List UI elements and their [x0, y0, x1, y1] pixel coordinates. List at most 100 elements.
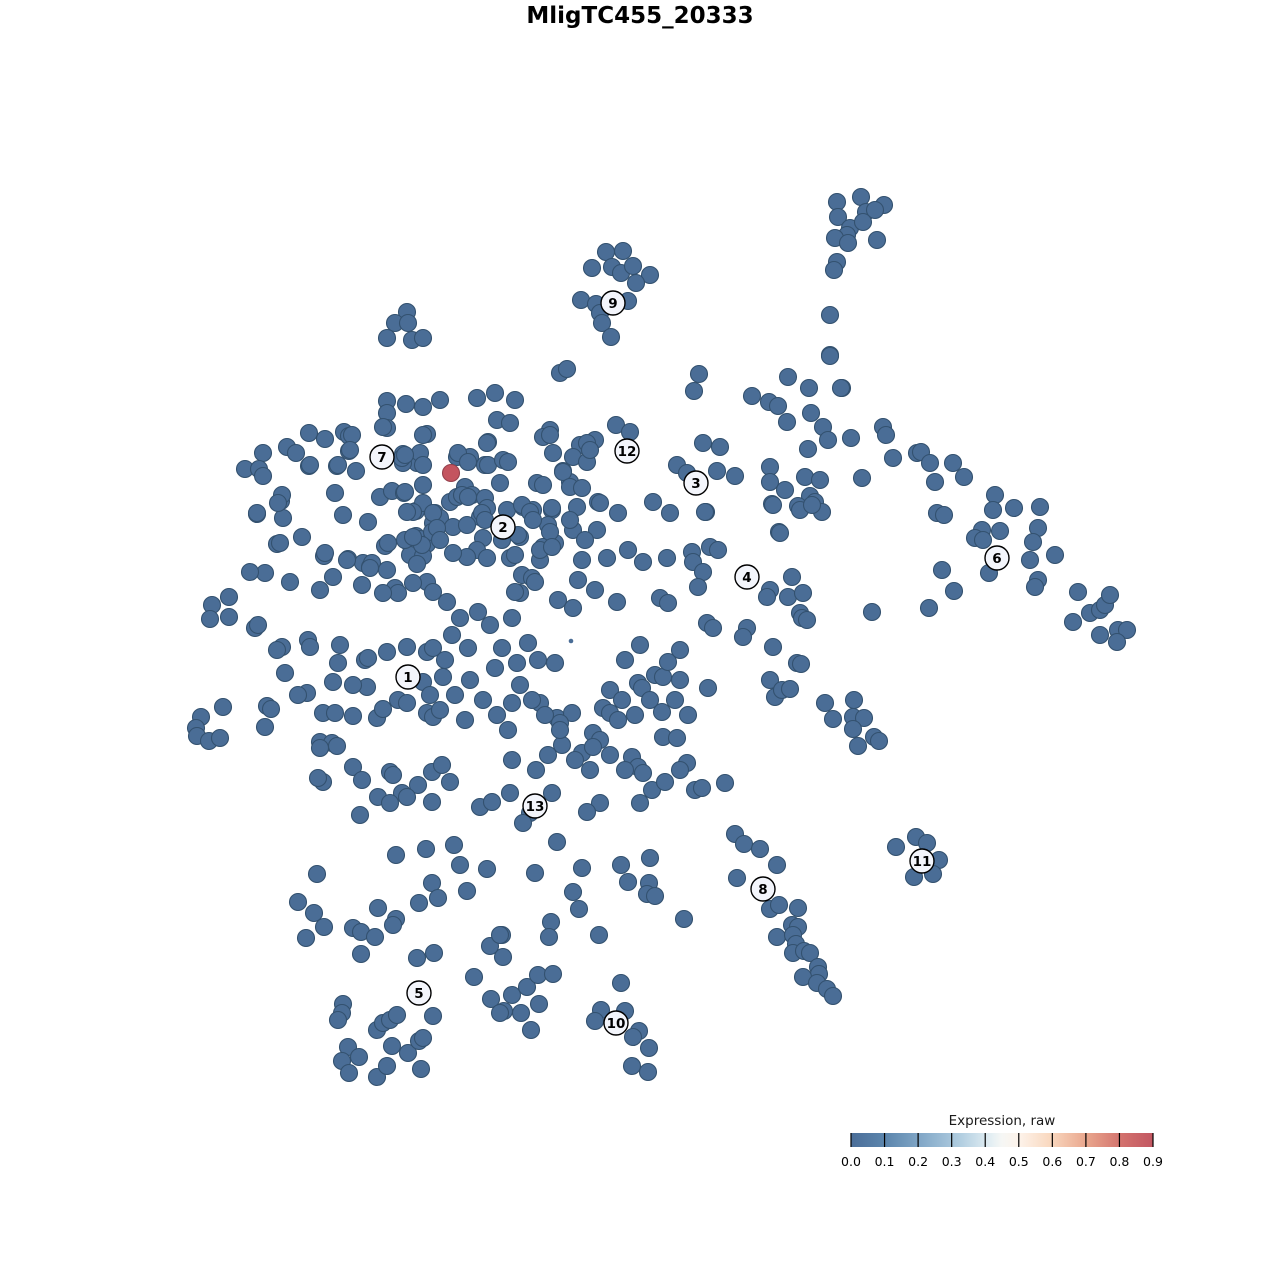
data-point — [575, 530, 595, 550]
data-point — [526, 760, 546, 780]
data-point — [457, 515, 477, 535]
data-point — [440, 772, 460, 792]
data-point — [464, 967, 484, 987]
data-point — [261, 699, 281, 719]
data-point — [352, 575, 372, 595]
data-point — [500, 783, 520, 803]
data-point — [304, 903, 324, 923]
data-point — [377, 642, 397, 662]
data-point — [639, 1038, 659, 1058]
data-point — [432, 755, 452, 775]
data-point — [824, 260, 844, 280]
data-point — [518, 633, 538, 653]
data-point — [403, 527, 423, 547]
data-point — [493, 947, 513, 967]
cluster-label-circle — [369, 444, 395, 470]
data-point — [210, 728, 230, 748]
data-point — [625, 705, 645, 725]
data-point — [395, 445, 415, 465]
data-point — [538, 745, 558, 765]
data-point — [423, 1006, 443, 1026]
data-point — [633, 763, 653, 783]
data-point — [505, 390, 525, 410]
data-point — [778, 367, 798, 387]
data-point — [802, 495, 822, 515]
data-point — [828, 207, 848, 227]
data-point — [492, 638, 512, 658]
data-point — [378, 533, 398, 553]
data-point — [487, 705, 507, 725]
data-point — [618, 540, 638, 560]
data-point — [1107, 632, 1127, 652]
data-point — [482, 792, 502, 812]
data-point — [337, 550, 357, 570]
cluster-label: 3 — [683, 470, 709, 496]
data-point — [351, 944, 371, 964]
data-point — [300, 455, 320, 475]
data-point — [708, 540, 728, 560]
data-point — [973, 530, 993, 550]
data-point — [377, 328, 397, 348]
data-point — [1117, 620, 1137, 640]
data-point — [490, 1003, 510, 1023]
legend-tick-label: 0.0 — [841, 1154, 861, 1169]
data-point — [540, 425, 560, 445]
data-point — [652, 702, 672, 722]
data-point — [944, 581, 964, 601]
data-point — [528, 650, 548, 670]
data-point — [485, 658, 505, 678]
data-point — [562, 703, 582, 723]
data-point — [505, 582, 525, 602]
data-point — [674, 909, 694, 929]
data-point — [572, 550, 592, 570]
data-point — [346, 461, 366, 481]
cluster-label-circle — [614, 438, 640, 464]
data-point — [707, 461, 727, 481]
data-point — [778, 587, 798, 607]
data-point — [638, 1062, 658, 1082]
data-point — [339, 1063, 359, 1083]
cluster-label: 11 — [909, 848, 935, 874]
data-point — [1004, 498, 1024, 518]
data-point — [943, 453, 963, 473]
data-point — [273, 508, 293, 528]
data-point — [587, 520, 607, 540]
data-point — [397, 787, 417, 807]
data-point — [386, 845, 406, 865]
data-point — [841, 428, 861, 448]
cluster-label: 6 — [984, 545, 1010, 571]
data-point — [612, 690, 632, 710]
data-point — [820, 305, 840, 325]
data-point — [571, 290, 591, 310]
data-point — [330, 635, 350, 655]
data-point — [703, 618, 723, 638]
data-point — [799, 378, 819, 398]
data-point — [763, 637, 783, 657]
data-point — [618, 872, 638, 892]
data-point — [838, 233, 858, 253]
data-point — [373, 699, 393, 719]
data-point — [300, 637, 320, 657]
data-point — [886, 837, 906, 857]
data-point — [643, 492, 663, 512]
data-point — [1090, 625, 1110, 645]
cluster-label-circle — [522, 793, 548, 819]
data-point — [678, 705, 698, 725]
data-point — [932, 560, 952, 580]
data-point — [540, 522, 560, 542]
data-point — [698, 678, 718, 698]
legend-tick-label: 0.7 — [1076, 1154, 1096, 1169]
data-point — [568, 570, 588, 590]
data-point — [413, 328, 433, 348]
data-point — [533, 475, 553, 495]
data-point — [655, 772, 675, 792]
data-point — [854, 708, 874, 728]
cluster-label-number: 10 — [607, 1016, 626, 1032]
data-point — [798, 439, 818, 459]
data-point — [733, 627, 753, 647]
data-point — [572, 478, 592, 498]
data-point — [548, 590, 568, 610]
data-point — [397, 502, 417, 522]
data-point — [373, 583, 393, 603]
